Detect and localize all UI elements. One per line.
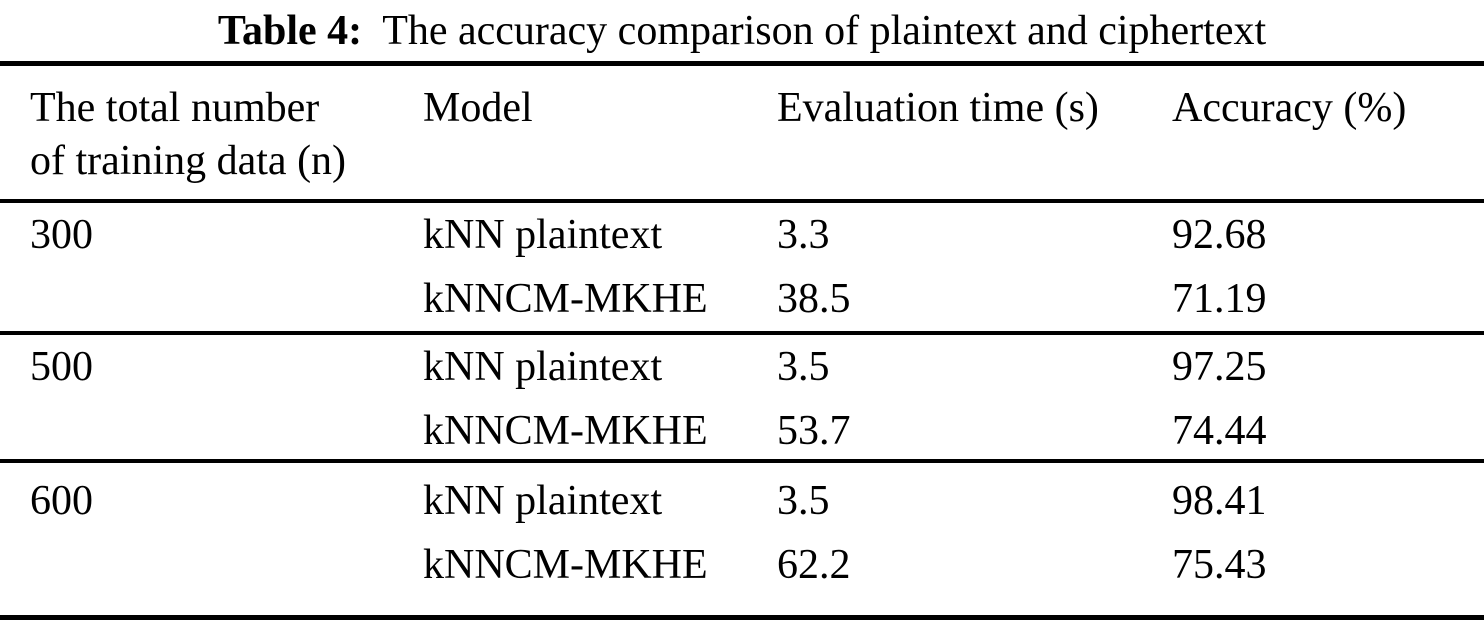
cell-accuracy: 71.19 [1172, 276, 1267, 322]
cell-n: 600 [30, 478, 93, 524]
cell-eval-time: 3.5 [777, 344, 830, 390]
col-header-eval-time: Evaluation time (s) [777, 85, 1099, 131]
cell-eval-time: 38.5 [777, 276, 851, 322]
cell-accuracy: 98.41 [1172, 478, 1267, 524]
cell-accuracy: 92.68 [1172, 212, 1267, 258]
table-caption-label: Table 4: [217, 7, 363, 54]
cell-eval-time: 62.2 [777, 542, 851, 588]
col-header-model: Model [423, 85, 533, 131]
cell-n: 300 [30, 212, 93, 258]
cell-accuracy: 75.43 [1172, 542, 1267, 588]
table-group-600: 600 kNN plaintext 3.5 98.41 kNNCM-MKHE 6… [0, 463, 1484, 620]
table-group-500: 500 kNN plaintext 3.5 97.25 kNNCM-MKHE 5… [0, 335, 1484, 463]
col-header-training-data-line2: of training data (n) [30, 137, 347, 184]
cell-accuracy: 97.25 [1172, 344, 1267, 390]
cell-model: kNNCM-MKHE [423, 276, 708, 322]
cell-model: kNN plaintext [423, 478, 663, 524]
cell-model: kNNCM-MKHE [423, 542, 708, 588]
cell-model: kNN plaintext [423, 344, 663, 390]
table-group-300: 300 kNN plaintext 3.3 92.68 kNNCM-MKHE 3… [0, 203, 1484, 335]
col-header-training-data: The total number of training data (n) [0, 82, 423, 187]
cell-model: kNN plaintext [423, 212, 663, 258]
cell-eval-time: 53.7 [777, 408, 851, 454]
col-header-accuracy: Accuracy (%) [1172, 85, 1407, 131]
cell-n: 500 [30, 344, 93, 390]
table-caption-text: The accuracy comparison of plaintext and… [382, 7, 1267, 54]
cell-eval-time: 3.3 [777, 212, 830, 258]
col-header-training-data-line1: The total number [30, 85, 320, 131]
cell-eval-time: 3.5 [777, 478, 830, 524]
table-header-row: The total number of training data (n) Mo… [0, 66, 1484, 203]
table-caption: Table 4: The accuracy comparison of plai… [0, 0, 1484, 66]
cell-model: kNNCM-MKHE [423, 408, 708, 454]
cell-accuracy: 74.44 [1172, 408, 1267, 454]
